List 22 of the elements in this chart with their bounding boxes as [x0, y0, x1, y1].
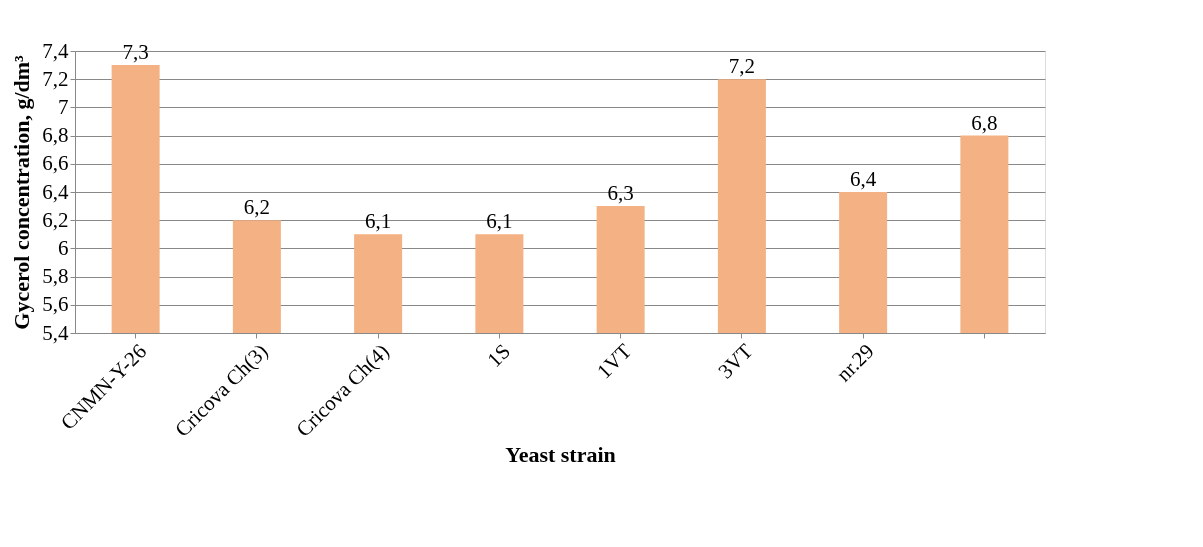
y-tick-label: 7,4 — [42, 38, 69, 63]
y-tick-label: 7,2 — [42, 66, 69, 91]
y-tick-label: 7 — [58, 94, 69, 119]
y-tick-label: 6,2 — [42, 207, 69, 232]
data-label: 6,8 — [971, 110, 998, 135]
y-tick-label: 5,6 — [42, 292, 69, 317]
data-label: 6,1 — [365, 209, 392, 234]
x-axis-title: Yeast strain — [505, 441, 616, 467]
x-tick-label: 1S — [482, 339, 515, 372]
y-axis-title: Gycerol concentration, g/dm³ — [9, 54, 35, 330]
y-tick-label: 6,8 — [42, 123, 69, 148]
y-tick-label: 5,8 — [42, 264, 69, 289]
y-tick-label: 6 — [58, 235, 69, 260]
y-tick-label: 6,4 — [42, 179, 69, 204]
y-tick-label: 6,6 — [42, 151, 69, 176]
data-label: 6,3 — [607, 181, 634, 206]
y-tick-label: 5,4 — [42, 320, 69, 345]
data-label: 6,2 — [243, 195, 270, 220]
data-label: 7,3 — [122, 40, 149, 65]
data-label: 7,2 — [728, 54, 755, 79]
data-label: 6,1 — [486, 209, 513, 234]
data-label: 6,4 — [850, 167, 877, 191]
